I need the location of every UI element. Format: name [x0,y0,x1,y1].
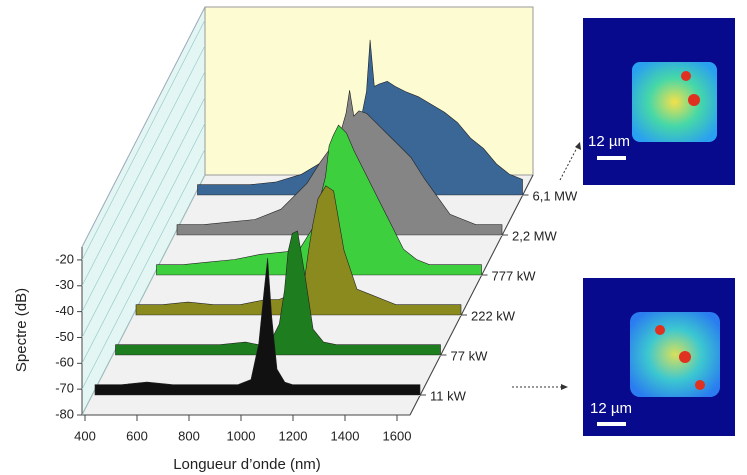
hot-spot [681,71,691,81]
grid-line [81,148,206,390]
depth-axis [409,174,534,416]
grid-line [81,123,206,364]
grid-line [81,71,206,312]
y-tick-label: -20 [55,251,74,266]
x-tick-label: 1000 [227,428,256,443]
hot-spot [679,351,691,363]
inset-image: 12 µm [583,278,735,436]
hot-spot [688,94,700,106]
x-tick-label: 1400 [331,428,360,443]
y-tick-label: -80 [55,406,74,421]
y-axis-title: Spectre (dB) [13,288,30,372]
y-tick-label: -30 [55,277,74,292]
hot-spot [695,380,705,390]
grid-line [81,19,206,261]
spectrum-area [197,39,523,196]
y-tick-label: -40 [55,303,74,318]
x-tick-label: 1200 [279,428,308,443]
y-tick-label: -50 [55,329,74,344]
arrow-head [575,142,581,150]
arrow [559,141,581,181]
spectrum-area [94,257,421,396]
inset-heatmap [630,312,720,397]
x-tick-label: 1600 [383,428,412,443]
x-axis-title: Longueur d’onde (nm) [173,456,321,473]
x-tick-label: 800 [178,428,200,443]
grid-line [81,174,206,416]
arrow-head [561,384,568,390]
hot-spot [655,325,665,335]
series-label: 2,2 MW [512,228,558,243]
x-tick-label: 400 [74,428,96,443]
series-label: 222 kW [471,308,516,323]
spectrum-area [135,185,462,316]
x-tick-label: 600 [126,428,148,443]
inset-heatmap [632,62,717,142]
series-label: 77 kW [451,348,489,363]
spectrum-area [115,230,441,356]
grid-line [81,45,206,286]
grid-line [81,97,206,338]
y-tick-label: -60 [55,355,74,370]
series-label: 6,1 MW [533,188,579,203]
series-label: 777 kW [492,268,537,283]
scale-label: 12 µm [590,400,632,417]
scale-label: 12 µm [588,133,630,150]
inset-image: 12 µm [583,18,735,185]
series-label: 11 kW [430,388,467,403]
y-tick-label: -70 [55,381,74,396]
